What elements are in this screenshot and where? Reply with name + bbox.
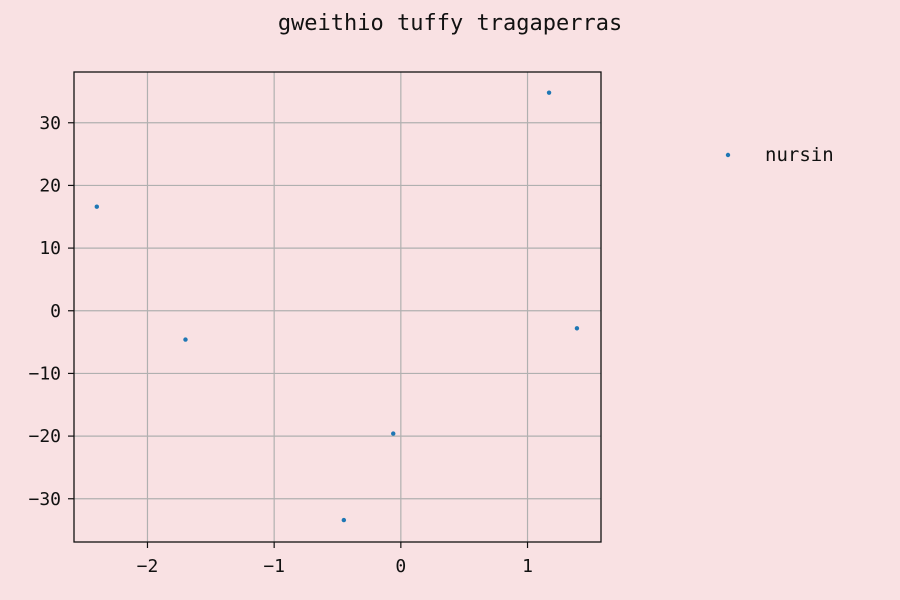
data-point [341,517,347,523]
x-tick-label: 1 [522,556,533,577]
x-tick-label: −2 [137,556,159,577]
y-tick-label: 20 [39,175,61,196]
x-tick-label: 0 [395,556,406,577]
chart-title: gweithio tuffy tragaperras [278,11,622,36]
legend-marker [725,152,731,158]
y-tick-label: 10 [39,238,61,259]
data-point [391,431,396,436]
data-point [546,90,552,95]
data-point [94,204,100,209]
grid [74,72,601,542]
x-tick-label: −1 [263,556,285,577]
y-tick-label: −30 [28,489,61,510]
y-tick-label: 30 [39,113,61,134]
data-point [574,326,580,331]
y-tick-label: −10 [28,363,61,384]
data-point [183,337,188,342]
data-points [94,90,580,523]
legend: nursin [725,144,834,166]
y-tick-label: −20 [28,426,61,447]
y-tick-label: 0 [50,301,61,322]
legend-label: nursin [765,144,834,166]
plot-area-frame [73,71,602,543]
